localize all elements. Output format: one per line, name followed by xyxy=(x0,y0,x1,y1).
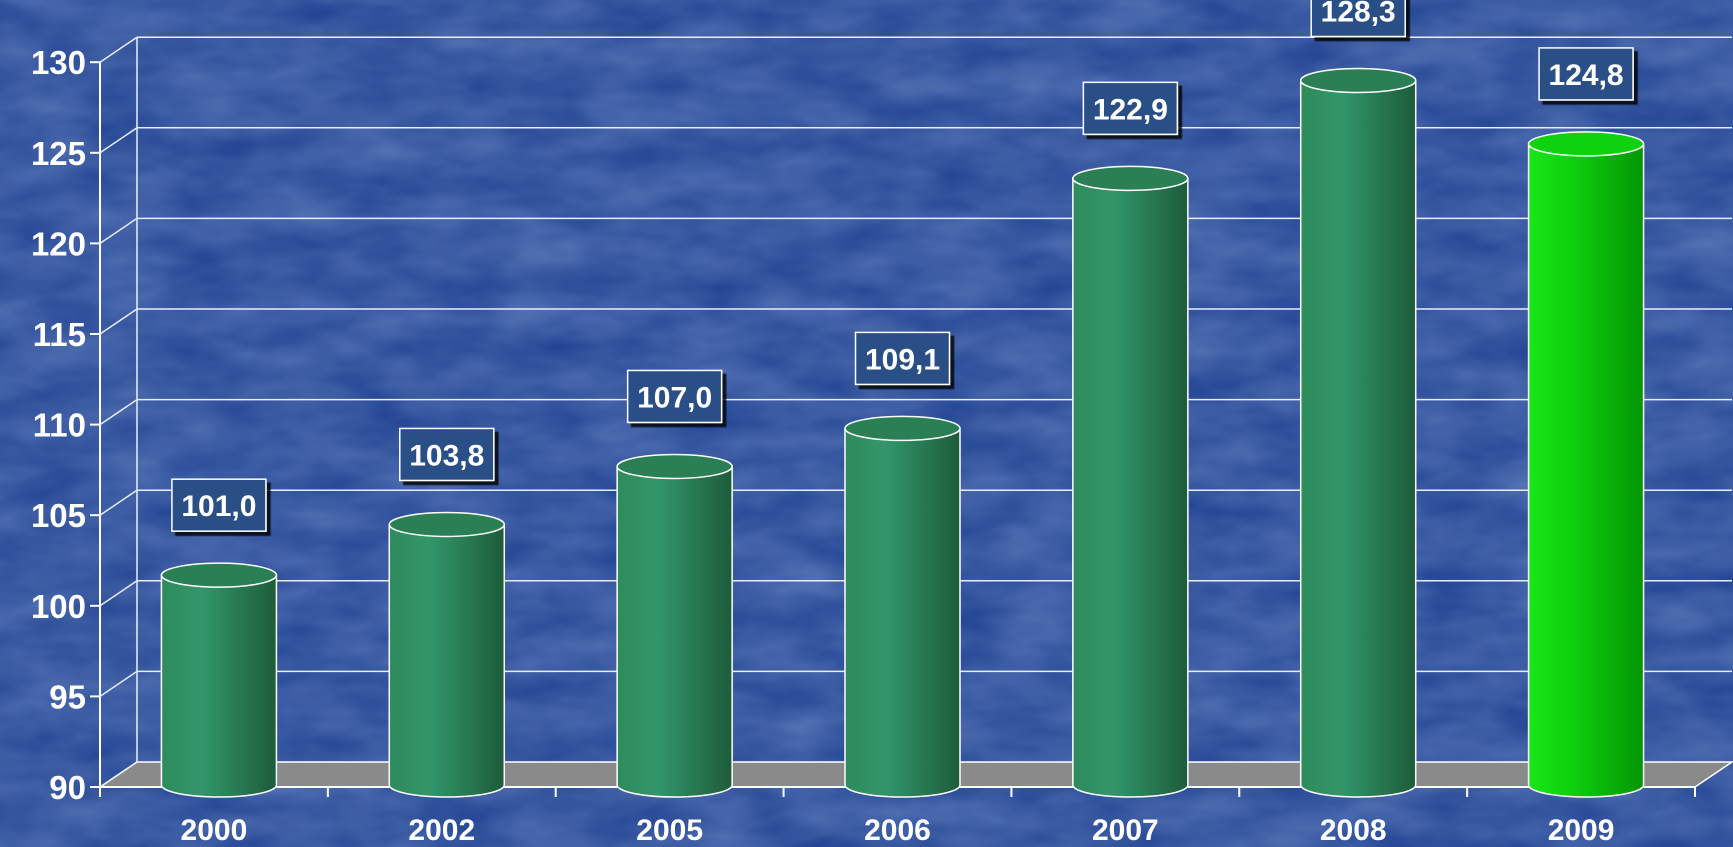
bar xyxy=(388,511,506,798)
bar-top xyxy=(1527,131,1645,157)
data-label-box xyxy=(171,478,267,532)
bar-body xyxy=(160,574,278,798)
data-label-box xyxy=(1538,47,1634,101)
data-label: 101,0 xyxy=(171,478,267,532)
data-label: 109,1 xyxy=(854,331,951,386)
bar-body xyxy=(616,465,733,798)
bar-top xyxy=(388,511,506,538)
data-label-box xyxy=(854,331,951,386)
y-tick-label: 120 xyxy=(31,225,86,262)
bar-top xyxy=(1299,67,1417,94)
data-label-text: 124,8 xyxy=(1549,59,1624,92)
data-label-text: 101,0 xyxy=(181,490,256,523)
data-label: 103,8 xyxy=(399,427,495,482)
data-label-text: 109,1 xyxy=(865,343,940,376)
y-tick-label: 95 xyxy=(49,678,86,715)
x-axis-tick-labels: 2000 2002 2005 2006 2007 2008 2009 xyxy=(181,814,1615,847)
y-tick-label: 110 xyxy=(33,407,86,444)
bar-body xyxy=(388,523,506,798)
bars xyxy=(160,67,1645,798)
bar xyxy=(1527,131,1645,798)
bar-body xyxy=(1527,143,1645,798)
data-label-text: 122,9 xyxy=(1093,93,1168,126)
y-tick-label: 100 xyxy=(31,588,86,625)
x-tick-label: 2005 xyxy=(636,814,703,847)
bar xyxy=(844,415,961,798)
data-label: 122,9 xyxy=(1082,81,1179,136)
wall-gridline xyxy=(99,217,138,245)
data-label-text: 103,8 xyxy=(409,439,484,472)
y-axis-tick-labels: 90 95 100 105 110 115 120 125 130 xyxy=(31,44,86,806)
x-tick-label: 2006 xyxy=(864,814,931,847)
data-label: 128,3 xyxy=(1310,0,1406,38)
data-label-box xyxy=(399,427,495,482)
y-tick-label: 130 xyxy=(31,44,86,81)
y-tick-label: 125 xyxy=(31,135,86,172)
x-tick-label: 2009 xyxy=(1548,814,1615,847)
data-label-box xyxy=(1310,0,1406,38)
wall-gridline xyxy=(99,580,138,607)
bar xyxy=(1299,67,1417,798)
data-label-box xyxy=(626,369,723,424)
x-tick-label: 2007 xyxy=(1092,814,1159,847)
data-label: 107,0 xyxy=(626,369,723,424)
wall-gridline xyxy=(99,761,138,788)
data-labels: 101,0 103,8 107,0 109,1 122,9 128,3 124,8 xyxy=(171,0,1634,532)
y-tick-label: 105 xyxy=(31,497,86,534)
bar xyxy=(1072,165,1189,798)
bar-body xyxy=(1299,79,1417,798)
bar-body xyxy=(1072,177,1189,798)
x-tick-label: 2002 xyxy=(408,814,475,847)
bar-body xyxy=(844,427,961,798)
bar-top xyxy=(1072,165,1189,192)
wall-gridline xyxy=(99,308,138,335)
wall-gridline xyxy=(99,670,138,698)
y-tick-label: 115 xyxy=(33,316,86,353)
bar-top xyxy=(844,415,961,442)
data-label-box xyxy=(1082,81,1179,136)
y-tick-label: 90 xyxy=(49,769,86,806)
data-label: 124,8 xyxy=(1538,47,1634,101)
x-tick-label: 2008 xyxy=(1320,814,1387,847)
bar xyxy=(616,453,733,798)
wall-gridline xyxy=(99,398,138,426)
bar-top xyxy=(616,453,733,480)
bar xyxy=(160,562,278,798)
data-label-text: 128,3 xyxy=(1321,0,1396,29)
wall-gridline xyxy=(99,489,138,516)
bar-top xyxy=(160,562,278,588)
wall-gridline xyxy=(99,127,138,154)
x-tick-label: 2000 xyxy=(181,814,248,847)
data-label-text: 107,0 xyxy=(637,381,712,414)
wall-gridline xyxy=(99,36,138,63)
